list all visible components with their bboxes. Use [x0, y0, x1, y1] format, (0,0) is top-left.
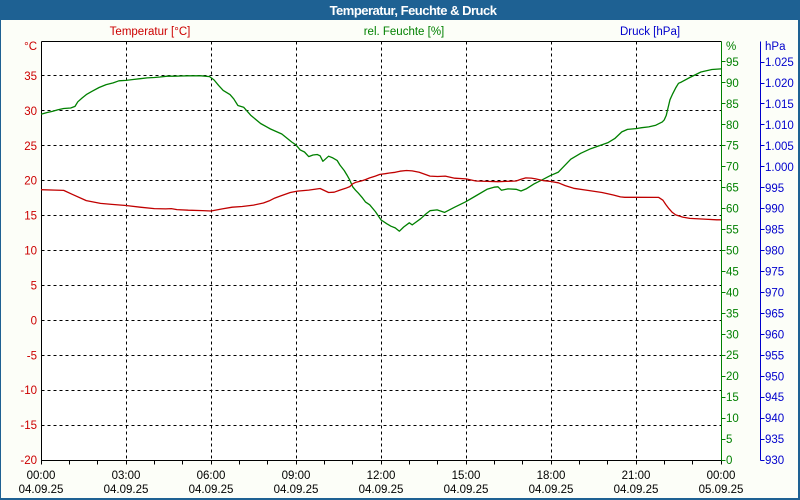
svg-text:95: 95	[726, 57, 739, 69]
svg-text:0: 0	[726, 455, 732, 467]
svg-text:15:00: 15:00	[452, 470, 481, 482]
svg-text:04.09.25: 04.09.25	[274, 484, 319, 496]
svg-text:04.09.25: 04.09.25	[19, 484, 64, 496]
svg-text:5: 5	[31, 280, 37, 292]
svg-text:25: 25	[726, 350, 739, 362]
svg-text:04.09.25: 04.09.25	[189, 484, 234, 496]
svg-text:04.09.25: 04.09.25	[104, 484, 149, 496]
svg-text:Druck [hPa]: Druck [hPa]	[620, 26, 680, 38]
svg-text:90: 90	[726, 78, 739, 90]
svg-text:hPa: hPa	[765, 41, 786, 53]
svg-text:945: 945	[765, 392, 784, 404]
svg-text:20: 20	[726, 371, 739, 383]
svg-text:%: %	[726, 41, 736, 53]
svg-text:10: 10	[24, 246, 37, 258]
svg-text:935: 935	[765, 434, 784, 446]
svg-text:980: 980	[765, 246, 784, 258]
svg-text:10: 10	[726, 413, 739, 425]
svg-text:04.09.25: 04.09.25	[614, 484, 659, 496]
svg-text:1.015: 1.015	[765, 99, 794, 111]
svg-text:04.09.25: 04.09.25	[444, 484, 489, 496]
svg-text:0: 0	[31, 315, 37, 327]
svg-text:40: 40	[726, 287, 739, 299]
svg-text:50: 50	[726, 246, 739, 258]
svg-text:75: 75	[726, 141, 739, 153]
svg-text:950: 950	[765, 371, 784, 383]
svg-text:04.09.25: 04.09.25	[529, 484, 574, 496]
svg-text:1.025: 1.025	[765, 57, 794, 69]
svg-text:85: 85	[726, 99, 739, 111]
svg-text:35: 35	[726, 308, 739, 320]
svg-text:-20: -20	[20, 455, 37, 467]
svg-text:15: 15	[24, 211, 37, 223]
svg-text:970: 970	[765, 288, 784, 300]
svg-text:-15: -15	[20, 420, 37, 432]
svg-text:55: 55	[726, 225, 739, 237]
svg-text:965: 965	[765, 308, 784, 320]
svg-text:rel. Feuchte [%]: rel. Feuchte [%]	[364, 26, 445, 38]
svg-text:05.09.25: 05.09.25	[699, 484, 744, 496]
svg-text:930: 930	[765, 455, 784, 467]
svg-text:1.020: 1.020	[765, 78, 794, 90]
svg-text:1.010: 1.010	[765, 120, 794, 132]
svg-text:-10: -10	[20, 385, 37, 397]
svg-text:09:00: 09:00	[282, 470, 311, 482]
svg-text:995: 995	[765, 183, 784, 195]
svg-text:-5: -5	[27, 350, 37, 362]
svg-text:35: 35	[24, 71, 37, 83]
svg-text:65: 65	[726, 183, 739, 195]
svg-text:70: 70	[726, 162, 739, 174]
svg-text:21:00: 21:00	[622, 470, 651, 482]
svg-text:60: 60	[726, 204, 739, 216]
svg-text:30: 30	[24, 106, 37, 118]
svg-text:04.09.25: 04.09.25	[359, 484, 404, 496]
svg-text:30: 30	[726, 329, 739, 341]
svg-text:975: 975	[765, 267, 784, 279]
svg-text:25: 25	[24, 141, 37, 153]
svg-text:18:00: 18:00	[537, 470, 566, 482]
svg-text:5: 5	[726, 434, 732, 446]
svg-text:03:00: 03:00	[112, 470, 141, 482]
svg-text:940: 940	[765, 413, 784, 425]
svg-text:00:00: 00:00	[707, 470, 736, 482]
svg-text:80: 80	[726, 120, 739, 132]
svg-text:Temperatur [°C]: Temperatur [°C]	[110, 26, 191, 38]
svg-text:20: 20	[24, 176, 37, 188]
svg-text:955: 955	[765, 350, 784, 362]
svg-text:960: 960	[765, 329, 784, 341]
svg-text:00:00: 00:00	[27, 470, 56, 482]
svg-text:985: 985	[765, 225, 784, 237]
svg-text:12:00: 12:00	[367, 470, 396, 482]
svg-text:1.005: 1.005	[765, 141, 794, 153]
svg-text:1.000: 1.000	[765, 162, 794, 174]
svg-text:990: 990	[765, 204, 784, 216]
svg-text:15: 15	[726, 392, 739, 404]
svg-text:06:00: 06:00	[197, 470, 226, 482]
svg-text:°C: °C	[24, 41, 37, 53]
svg-text:45: 45	[726, 266, 739, 278]
